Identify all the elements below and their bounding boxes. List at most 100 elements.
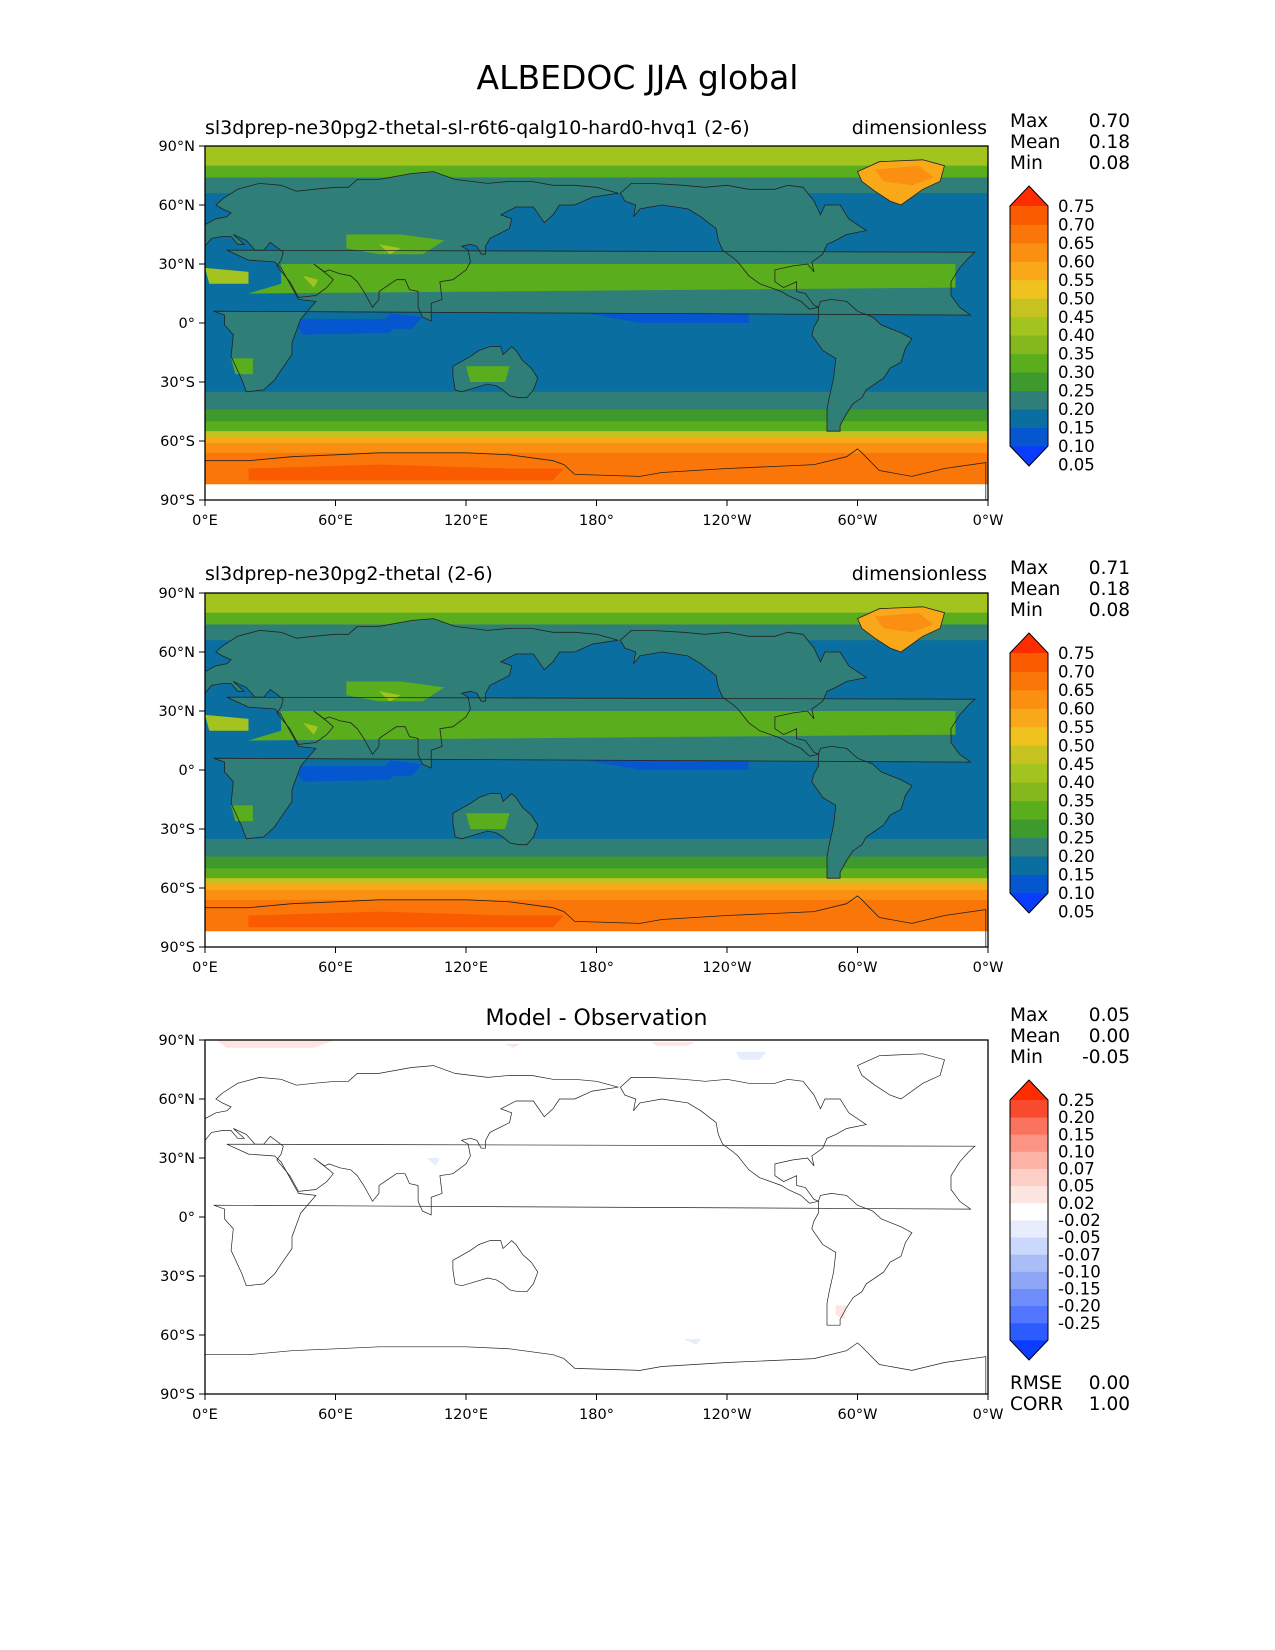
lon-tick-label: 0°W (973, 960, 1004, 976)
desert-region (248, 711, 956, 741)
panel-1-max-label: Max (1010, 111, 1049, 132)
land-namerica (620, 183, 867, 310)
low-albedo-region (292, 319, 401, 335)
colorbar-swatch (1010, 819, 1048, 839)
coastline (213, 696, 976, 840)
antarctic-core (248, 911, 564, 928)
zonal-band (205, 612, 988, 625)
colorbar-swatch (1010, 242, 1048, 262)
coastline (452, 793, 539, 846)
desert-region (466, 813, 510, 829)
colorbar-swatch (1010, 1202, 1048, 1221)
desert-region (466, 366, 510, 382)
zonal-band (205, 165, 988, 178)
coastline (619, 1077, 868, 1204)
colorbar-arrow-low (1010, 1340, 1048, 1360)
colorbar-swatch (1010, 316, 1048, 336)
colorbar-swatch (1010, 1117, 1048, 1135)
colorbar-2: 0.750.700.650.600.550.500.450.400.350.30… (1009, 632, 1095, 921)
coastline (856, 606, 945, 653)
lon-tick-label: 120°E (444, 960, 488, 976)
low-albedo-region (292, 766, 401, 782)
coastline (205, 618, 619, 769)
colorbar-swatch (1010, 353, 1048, 373)
panel-2-max-value: 0.71 (1088, 558, 1130, 579)
panel-3-title: Model - Observation (485, 1006, 708, 1031)
coastline (857, 1053, 945, 1100)
coastline (205, 171, 619, 322)
colorbar-swatch (1010, 1100, 1048, 1118)
colorbar-swatch (1010, 726, 1048, 746)
colorbar-label: -0.25 (1058, 1314, 1101, 1333)
colorbar-swatch (1010, 298, 1048, 318)
panel-1-min-label: Min (1010, 153, 1043, 174)
positive-diff-region (835, 1305, 847, 1320)
coastline (205, 1342, 987, 1394)
colorbar-label: 0.60 (1058, 699, 1095, 718)
lon-tick-label: 60°W (837, 1407, 877, 1423)
panel-2-min-value: 0.08 (1088, 600, 1130, 621)
zonal-band (205, 856, 988, 869)
land-namerica (620, 630, 867, 757)
colorbar-label: 0.10 (1058, 1142, 1095, 1161)
colorbar-label: 0.20 (1058, 400, 1095, 419)
panel-3-rmse-value: 0.00 (1088, 1373, 1130, 1394)
panel-2-min-label: Min (1010, 600, 1043, 621)
panel-2-mean-label: Mean (1010, 579, 1061, 600)
colorbar-label: 0.15 (1058, 866, 1095, 885)
colorbar-label: 0.50 (1058, 289, 1095, 308)
bright-desert-region (379, 691, 401, 702)
zonal-band (205, 391, 988, 411)
colorbar-label: 0.30 (1058, 363, 1095, 382)
lat-tick-label: 90°S (160, 1387, 195, 1403)
colorbar-swatch (1010, 1185, 1048, 1204)
colorbar-arrow-low (1010, 893, 1048, 913)
colorbar-label: 0.35 (1058, 792, 1095, 811)
colorbar-swatch (1010, 800, 1048, 820)
desert-region (248, 264, 956, 294)
land-samerica (811, 746, 912, 879)
lon-tick-label: 180° (579, 960, 614, 976)
lat-tick-label: 0° (179, 1210, 195, 1226)
colorbar-swatch (1010, 874, 1048, 894)
bright-desert-region (379, 244, 401, 255)
colorbar-label: 0.40 (1058, 773, 1095, 792)
zonal-band (205, 868, 988, 879)
bright-desert-region (302, 275, 319, 288)
lon-tick-label: 180° (579, 1407, 614, 1423)
colorbar-label: 0.30 (1058, 810, 1095, 829)
panel-1-units: dimensionless (851, 117, 987, 139)
lon-tick-label: 0°W (973, 513, 1004, 529)
desert-region (231, 805, 253, 822)
colorbar-label: 0.05 (1058, 902, 1095, 921)
map-panel-3 (205, 1040, 988, 1394)
positive-diff-region (215, 1040, 336, 1048)
colorbar-label: 0.55 (1058, 271, 1095, 290)
lat-tick-label: 30°N (158, 257, 195, 273)
colorbar-outline (1009, 1079, 1049, 1361)
greenland-core (874, 612, 934, 633)
lat-tick-label: 90°S (160, 493, 195, 509)
panel-3-mean-label: Mean (1010, 1026, 1061, 1047)
colorbar-label: 0.15 (1058, 1125, 1095, 1144)
colorbar-label: 0.70 (1058, 215, 1095, 234)
bright-desert-region (302, 722, 319, 735)
panel-3-max-label: Max (1010, 1005, 1049, 1026)
colorbar-swatch (1010, 689, 1048, 709)
coastline (213, 1143, 976, 1287)
zonal-band (205, 889, 988, 901)
panel-1-title: sl3dprep-ne30pg2-thetal-sl-r6t6-qalg10-h… (205, 117, 750, 139)
panel-1-mean-value: 0.18 (1088, 132, 1130, 153)
panel-2-mean-value: 0.18 (1088, 579, 1130, 600)
zonal-band (205, 838, 988, 858)
colorbar-outline (1009, 632, 1049, 914)
coastline (856, 159, 945, 206)
lat-tick-label: 30°N (158, 1151, 195, 1167)
colorbar-swatch (1010, 427, 1048, 447)
colorbar-swatch (1010, 372, 1048, 392)
lat-tick-label: 0° (179, 316, 195, 332)
panel-2-title: sl3dprep-ne30pg2-thetal (2-6) (205, 563, 493, 585)
lon-tick-label: 120°E (444, 1407, 488, 1423)
colorbar-swatch (1010, 409, 1048, 428)
